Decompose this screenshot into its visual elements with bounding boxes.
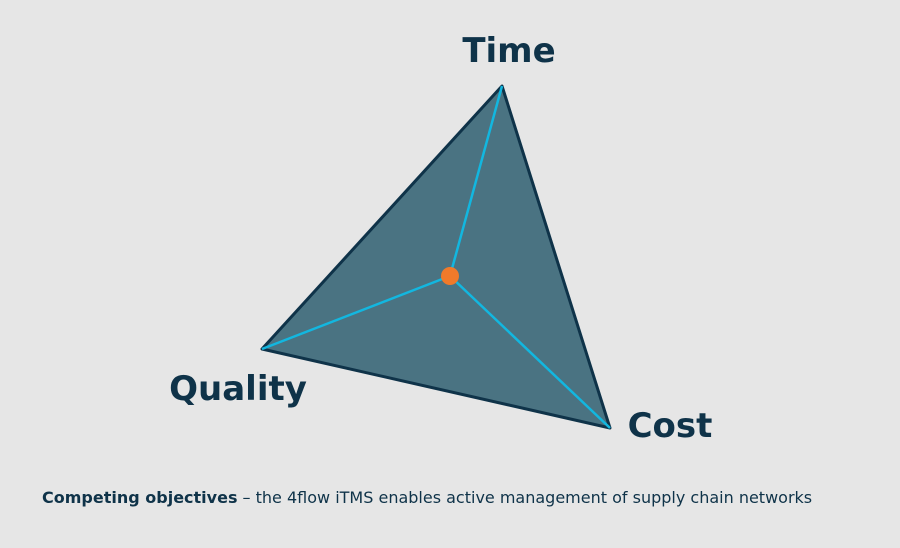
node-label: Quality xyxy=(169,369,307,409)
spokes xyxy=(261,85,611,429)
caption-bold: Competing objectives xyxy=(42,488,237,507)
spoke xyxy=(261,274,451,351)
spoke xyxy=(449,275,611,429)
caption: Competing objectives – the 4flow iTMS en… xyxy=(42,488,812,507)
node-label: Cost xyxy=(628,406,713,446)
caption-text: – the 4flow iTMS enables active manageme… xyxy=(237,488,812,507)
triangle xyxy=(260,84,612,430)
center-point xyxy=(441,267,459,285)
node-label: Time xyxy=(462,31,555,71)
spoke xyxy=(448,85,504,277)
